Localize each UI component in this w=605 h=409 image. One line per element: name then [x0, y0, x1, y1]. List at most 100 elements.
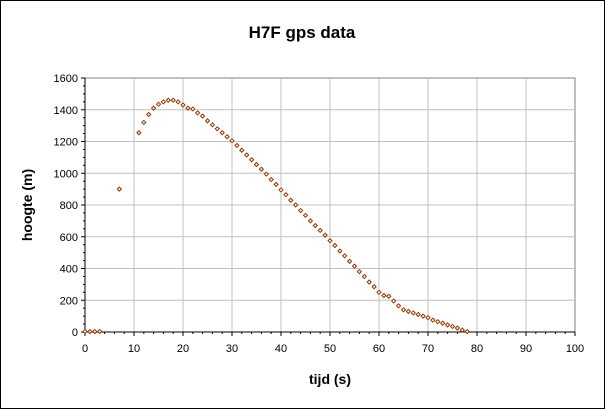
data-point [439, 320, 446, 326]
data-points [82, 97, 470, 335]
data-point [194, 110, 201, 116]
data-point [136, 130, 142, 136]
data-point [175, 99, 181, 105]
x-tick-label: 40 [275, 343, 287, 355]
x-tick-label: 50 [324, 343, 336, 355]
data-point [180, 102, 186, 108]
data-point [307, 218, 314, 224]
x-tick-label: 10 [128, 343, 140, 355]
y-tick-label: 1000 [54, 168, 78, 180]
y-tick-labels: 0 200 400 600 800 1000 1200 1400 1600 [54, 73, 78, 339]
data-point [386, 293, 392, 299]
data-point [351, 263, 358, 269]
data-point [395, 303, 402, 309]
data-point [341, 253, 348, 259]
data-point [283, 191, 289, 198]
data-point [229, 137, 235, 144]
data-point [190, 106, 196, 112]
x-tick-label: 70 [422, 343, 434, 355]
data-point [420, 313, 426, 319]
y-tick-label: 0 [72, 327, 78, 339]
axes [81, 77, 576, 336]
y-tick-label: 200 [60, 295, 78, 307]
data-point [150, 105, 157, 111]
y-tick-label: 800 [60, 200, 78, 212]
data-point [160, 99, 167, 105]
data-point [199, 113, 206, 119]
data-point [234, 142, 240, 149]
data-point [410, 310, 417, 316]
data-point [273, 181, 279, 188]
data-point [219, 130, 225, 136]
data-point [209, 122, 216, 128]
data-point [145, 111, 152, 118]
y-tick-label: 600 [60, 232, 78, 244]
data-point [268, 176, 274, 183]
data-point [96, 328, 103, 335]
data-point [155, 101, 162, 107]
y-tick-label: 1200 [54, 137, 78, 149]
data-point [356, 268, 363, 275]
data-point [297, 207, 304, 214]
data-point [253, 161, 260, 168]
data-point [322, 232, 328, 238]
data-point [263, 171, 270, 177]
data-point [464, 328, 470, 335]
data-point [165, 97, 172, 103]
data-point [327, 238, 333, 244]
x-tick-label: 30 [226, 343, 238, 355]
data-point [337, 248, 343, 254]
data-point [82, 328, 88, 335]
data-point [239, 147, 245, 153]
data-point [376, 289, 382, 296]
x-tick-label: 100 [566, 343, 584, 355]
data-point [459, 327, 466, 333]
data-point [454, 325, 461, 331]
data-point [116, 186, 123, 192]
data-point [449, 323, 456, 330]
data-point [400, 307, 407, 313]
data-point [248, 157, 255, 163]
data-point [185, 105, 191, 111]
data-point [312, 222, 319, 229]
data-point [141, 119, 147, 126]
x-tick-label: 60 [373, 343, 385, 355]
data-point [204, 118, 211, 124]
data-point [361, 273, 368, 280]
data-point [435, 318, 441, 325]
x-tick-label: 90 [520, 343, 532, 355]
data-point [87, 328, 93, 335]
data-point [425, 315, 431, 321]
data-point [430, 317, 436, 323]
data-point [224, 134, 230, 140]
x-tick-label: 0 [82, 343, 88, 355]
data-point [444, 322, 451, 328]
data-point [243, 152, 250, 158]
chart-title: H7F gps data [249, 23, 356, 42]
data-point [214, 126, 221, 132]
data-point [258, 166, 265, 172]
data-point [302, 212, 309, 219]
data-point [346, 258, 353, 265]
data-point [288, 197, 294, 203]
y-tick-label: 400 [60, 264, 78, 276]
data-point [92, 328, 98, 335]
x-tick-label: 20 [177, 343, 189, 355]
x-axis-label: tijd (s) [309, 371, 351, 387]
data-point [292, 202, 299, 208]
data-point [332, 242, 338, 249]
data-point [415, 311, 421, 318]
gridlines [85, 78, 575, 332]
data-point [278, 187, 284, 193]
y-tick-label: 1600 [54, 73, 78, 85]
y-tick-label: 1400 [54, 105, 78, 117]
data-point [405, 308, 412, 315]
y-axis-label: hoogte (m) [19, 169, 35, 241]
x-tick-labels: 0 10 20 30 40 50 60 70 80 90 100 [82, 343, 584, 355]
data-point [390, 298, 397, 304]
data-point [381, 292, 387, 299]
data-point [366, 279, 372, 285]
data-point [170, 97, 176, 103]
x-tick-label: 80 [471, 343, 483, 355]
